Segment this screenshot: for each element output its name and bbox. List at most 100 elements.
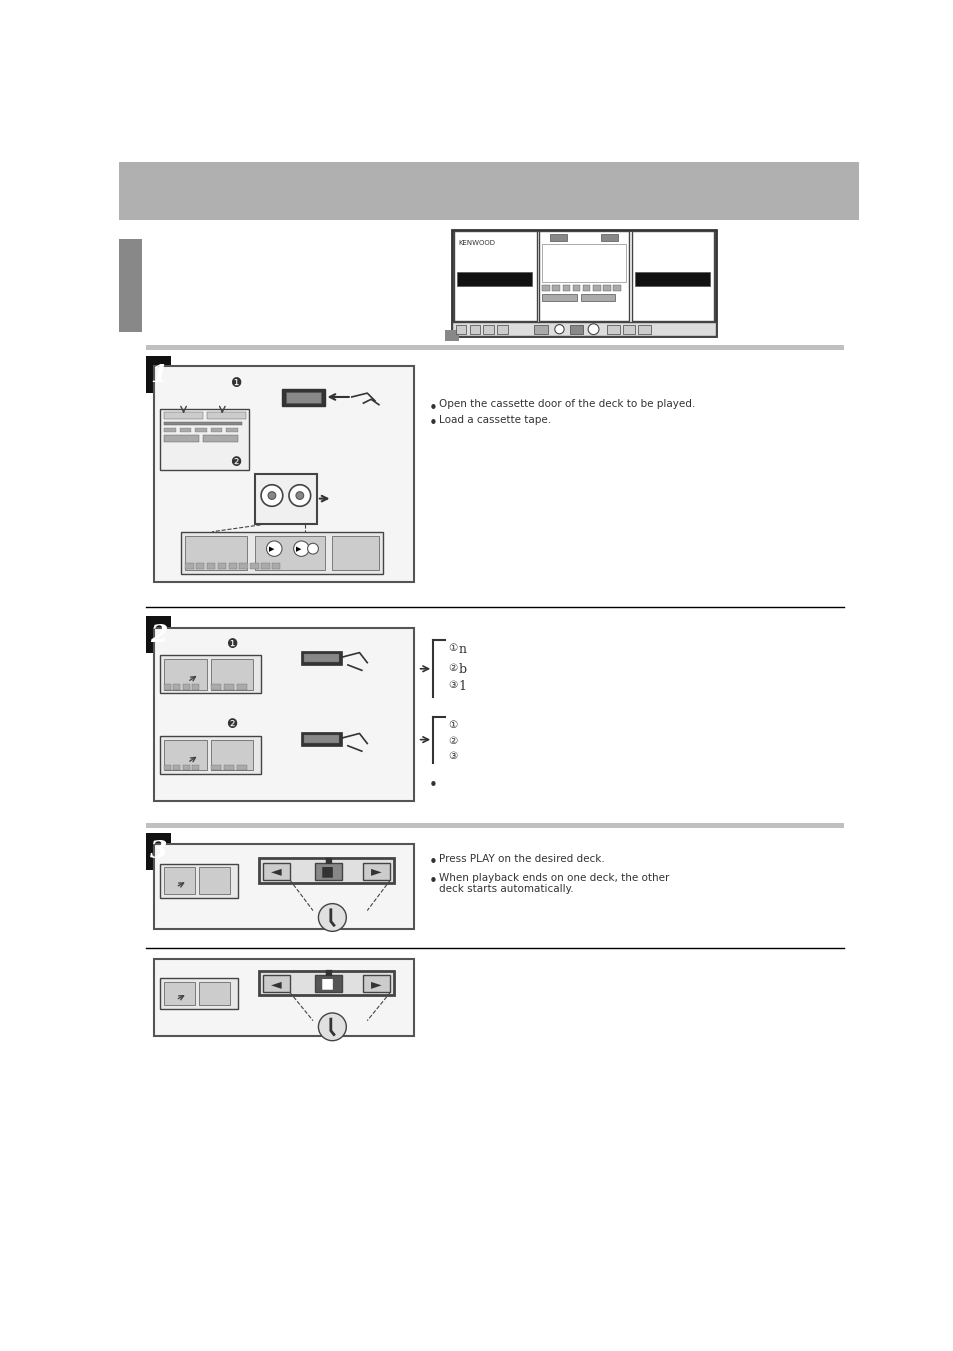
Bar [592, 285, 599, 290]
Text: ▶: ▶ [269, 546, 274, 551]
Bar [195, 428, 207, 431]
Bar [454, 231, 537, 320]
Bar [183, 684, 190, 689]
Bar [154, 959, 414, 1036]
Bar [314, 863, 341, 880]
Bar [534, 324, 547, 334]
Bar [154, 366, 414, 582]
Bar [304, 654, 338, 662]
Bar [224, 765, 233, 770]
Bar [542, 293, 576, 301]
Text: 3: 3 [150, 839, 168, 863]
Text: ②: ② [448, 662, 457, 673]
Text: ❷: ❷ [230, 455, 241, 469]
Bar [262, 863, 290, 880]
Text: ◄: ◄ [271, 865, 281, 878]
Bar [164, 739, 207, 770]
Bar [282, 389, 324, 407]
Bar [211, 659, 253, 689]
Bar [207, 412, 245, 419]
Bar [272, 563, 280, 570]
Bar [542, 243, 625, 282]
Bar [622, 324, 635, 334]
Bar [119, 162, 858, 220]
Bar [164, 412, 203, 419]
Text: 1: 1 [458, 681, 466, 693]
Bar [607, 324, 619, 334]
Bar [236, 684, 247, 689]
Bar [181, 532, 382, 574]
Bar [483, 324, 494, 334]
Text: ►: ► [371, 977, 381, 990]
Text: b: b [458, 662, 466, 676]
Bar [146, 345, 843, 350]
Bar [164, 765, 171, 770]
Text: ②: ② [448, 736, 457, 746]
Bar [224, 684, 233, 689]
Bar [164, 982, 195, 1005]
Bar [192, 684, 199, 689]
Circle shape [266, 540, 282, 557]
Bar [146, 823, 843, 828]
Bar [160, 978, 237, 1009]
Bar [217, 563, 226, 570]
Text: ■: ■ [323, 969, 332, 977]
Bar [301, 732, 341, 746]
Bar [258, 970, 394, 996]
Bar [229, 563, 236, 570]
Bar [580, 293, 615, 301]
Bar [192, 765, 199, 770]
Bar [119, 239, 142, 331]
Bar [304, 735, 338, 743]
Bar [582, 285, 590, 290]
Bar [600, 234, 618, 240]
Circle shape [268, 492, 275, 500]
Circle shape [295, 492, 303, 500]
Bar [562, 285, 570, 290]
Bar [469, 324, 480, 334]
Bar [185, 563, 193, 570]
Text: KENWOOD: KENWOOD [458, 240, 496, 246]
Bar [211, 765, 220, 770]
Bar [262, 975, 290, 992]
Bar [207, 563, 215, 570]
Text: ▶: ▶ [296, 546, 301, 551]
Text: ■: ■ [321, 865, 334, 878]
Text: •: • [429, 855, 437, 870]
Bar [612, 285, 620, 290]
Bar [550, 234, 567, 240]
Bar [444, 330, 458, 340]
Bar [160, 408, 249, 470]
Bar [239, 563, 248, 570]
Text: ①: ① [448, 643, 457, 654]
Bar [164, 422, 241, 426]
Text: ③: ③ [448, 681, 457, 690]
Bar [146, 616, 171, 654]
Text: •: • [429, 778, 437, 793]
Bar [572, 285, 579, 290]
Circle shape [261, 485, 282, 507]
Bar [332, 535, 378, 570]
Text: deck starts automatically.: deck starts automatically. [438, 884, 573, 893]
Bar [261, 563, 270, 570]
Bar [363, 975, 390, 992]
Bar [570, 324, 582, 334]
Bar [164, 867, 195, 894]
Circle shape [318, 1013, 346, 1040]
Bar [452, 323, 716, 336]
Bar [211, 428, 222, 431]
Text: ◄: ◄ [271, 977, 281, 990]
Text: When playback ends on one deck, the other: When playback ends on one deck, the othe… [438, 873, 668, 882]
Bar [602, 285, 610, 290]
Bar [635, 273, 709, 286]
Bar [456, 273, 531, 286]
Bar [146, 832, 171, 870]
Bar [154, 628, 414, 801]
Bar [286, 392, 320, 403]
Text: Load a cassette tape.: Load a cassette tape. [438, 415, 550, 424]
Bar [160, 736, 261, 774]
Text: ►: ► [371, 865, 381, 878]
Bar [638, 324, 650, 334]
Bar [164, 659, 207, 689]
Text: Press PLAY on the desired deck.: Press PLAY on the desired deck. [438, 854, 603, 863]
